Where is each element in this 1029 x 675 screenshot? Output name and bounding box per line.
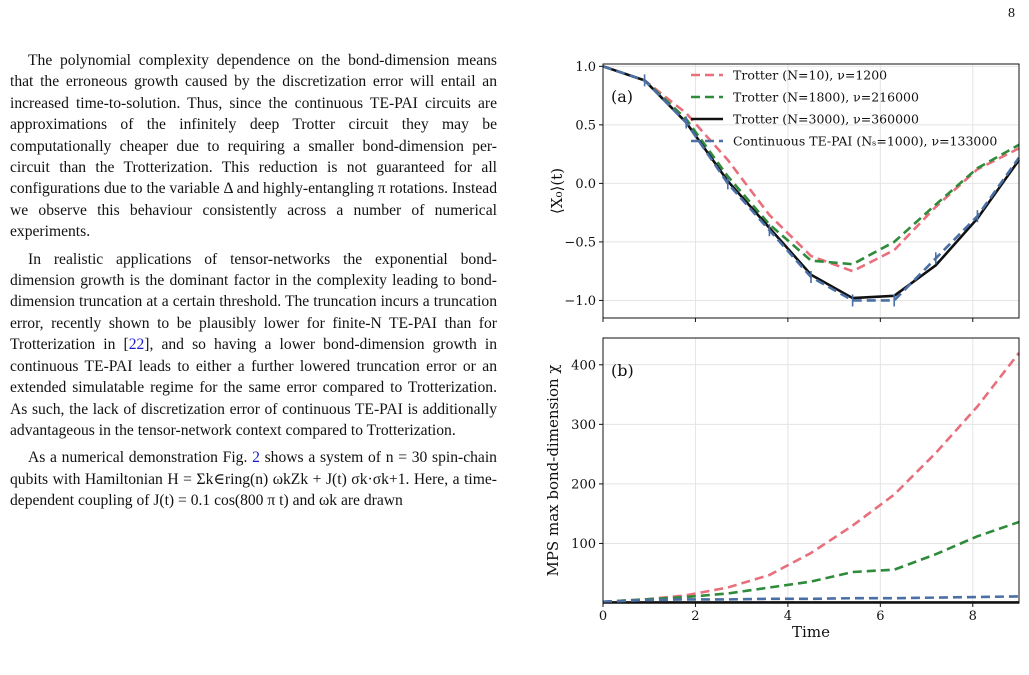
- x-axis-label: Time: [792, 623, 830, 641]
- paragraph-1: The polynomial complexity dependence on …: [10, 52, 497, 241]
- paragraph-2: In realistic applications of tensor-netw…: [10, 249, 497, 442]
- body-text-column: The polynomial complexity dependence on …: [10, 50, 497, 518]
- y-tick-label: −1.0: [564, 294, 596, 309]
- paragraph-2-text-a: In realistic applications of tensor-netw…: [10, 250, 497, 354]
- y-tick-label: 300: [571, 418, 596, 433]
- citation-link[interactable]: 22: [128, 336, 145, 354]
- paragraph-3-text-a: As a numerical demonstration Fig.: [28, 449, 253, 467]
- paragraph-2-text-b: ], and so having a lower bond-dimension …: [10, 336, 497, 439]
- legend-entry-3: Trotter (N=3000), ν=360000: [733, 112, 919, 127]
- x-tick-label: 6: [876, 609, 884, 624]
- figure-link[interactable]: 2: [252, 449, 260, 467]
- axes-frame: [602, 63, 1020, 319]
- y-tick-label: 400: [571, 358, 596, 373]
- y-tick-label: 0.0: [575, 177, 596, 192]
- legend-entry-4: Continuous TE-PAI (Nₛ=1000), ν=133000: [733, 134, 997, 149]
- x-tick-label: 2: [691, 609, 699, 624]
- figure-svg: 1.0 0.5 0.0 −0.5 −1.0 (a) ⟨X₀⟩(t) Trotter (N=10…: [544, 60, 1021, 641]
- panel-label: (a): [611, 87, 633, 106]
- series-line-2: [602, 65, 1020, 266]
- y-tick-label: 100: [571, 537, 596, 552]
- page-number: 8: [1008, 6, 1015, 21]
- y-tick-label: 1.0: [575, 60, 596, 75]
- figure-2: 1.0 0.5 0.0 −0.5 −1.0 (a) ⟨X₀⟩(t) Trotter (N=10…: [540, 52, 1025, 665]
- legend-entry-1: Trotter (N=10), ν=1200: [733, 68, 887, 83]
- y-axis-label: MPS max bond-dimension χ: [544, 364, 562, 576]
- y-tick-label: 0.5: [575, 118, 596, 133]
- paragraph-3: As a numerical demonstration Fig. 2 show…: [10, 447, 497, 511]
- legend-entry-2: Trotter (N=1800), ν=216000: [733, 90, 919, 105]
- y-tick-label: −0.5: [564, 235, 596, 250]
- panel-label: (b): [611, 361, 634, 380]
- axes-frame: [602, 337, 1020, 604]
- series-line-2: [602, 520, 1020, 604]
- paragraph-3-text-b: shows a system of n = 30 spin-chain qubi…: [10, 449, 497, 510]
- x-tick-label: 8: [969, 609, 977, 624]
- y-tick-label: 200: [571, 477, 596, 492]
- x-tick-label: 0: [599, 609, 607, 624]
- y-axis-label: ⟨X₀⟩(t): [548, 168, 566, 214]
- series-line-1: [602, 65, 1020, 273]
- series-line-1: [602, 352, 1021, 604]
- x-tick-label: 4: [784, 609, 792, 624]
